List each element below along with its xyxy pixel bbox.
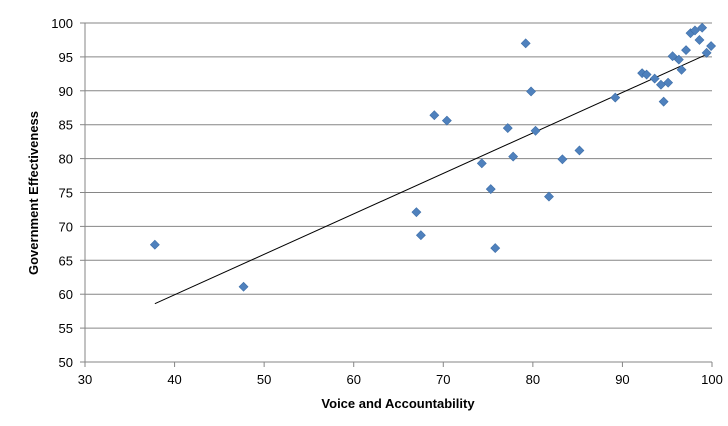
- data-point: [663, 77, 674, 88]
- data-point: [667, 51, 678, 62]
- y-tick-label: 70: [59, 219, 73, 234]
- data-point: [673, 54, 684, 65]
- data-point: [441, 115, 452, 126]
- data-point: [526, 86, 536, 97]
- data-point: [238, 281, 249, 292]
- data-point: [690, 25, 700, 36]
- data-point: [502, 123, 513, 134]
- y-tick-label: 50: [59, 355, 73, 370]
- data-point: [149, 239, 160, 250]
- x-axis-title: Voice and Accountability: [321, 396, 475, 411]
- data-point: [649, 73, 660, 84]
- x-tick-label: 70: [436, 372, 450, 387]
- data-point: [641, 69, 652, 80]
- gridlines: [85, 22, 712, 329]
- data-point: [656, 79, 666, 90]
- data-point: [490, 243, 501, 254]
- data-point: [706, 41, 717, 51]
- y-tick-label: 90: [59, 84, 73, 99]
- data-point: [681, 45, 691, 56]
- data-point: [697, 22, 708, 33]
- data-point: [676, 64, 687, 75]
- x-tick-label: 80: [526, 372, 540, 387]
- y-tick-label: 65: [59, 253, 73, 268]
- x-tick-label: 90: [615, 372, 629, 387]
- y-tick-label: 55: [59, 321, 73, 336]
- data-point: [574, 145, 585, 156]
- data-point: [530, 125, 541, 136]
- y-tick-label: 100: [51, 16, 73, 31]
- data-point: [415, 230, 426, 241]
- y-tick-label: 80: [59, 152, 73, 167]
- axes: [80, 22, 713, 367]
- data-point: [610, 92, 621, 103]
- x-tick-label: 50: [257, 372, 271, 387]
- data-points: [149, 22, 717, 292]
- trendline: [154, 52, 711, 305]
- y-tick-label: 60: [59, 287, 73, 302]
- tick-labels: 50 55 60 65 70 75 80 85 90 95 100 30 40 50 60 70 80 90 100: [51, 16, 723, 387]
- data-point: [485, 184, 496, 195]
- x-tick-label: 100: [701, 372, 723, 387]
- trendline-group: [154, 52, 711, 305]
- y-tick-label: 95: [59, 50, 73, 65]
- data-point: [476, 158, 487, 169]
- y-axis-title: Government Effectiveness: [26, 111, 41, 275]
- x-tick-label: 60: [346, 372, 360, 387]
- data-point: [701, 47, 712, 58]
- y-tick-label: 85: [59, 118, 73, 133]
- x-tick-label: 30: [78, 372, 92, 387]
- data-point: [544, 191, 554, 202]
- data-point: [658, 96, 669, 107]
- y-tick-label: 75: [59, 186, 73, 201]
- data-point: [429, 110, 440, 121]
- data-point: [557, 154, 568, 165]
- x-tick-label: 40: [167, 372, 181, 387]
- data-point: [508, 151, 519, 162]
- data-point: [520, 38, 531, 49]
- data-point: [411, 207, 422, 218]
- data-point: [694, 35, 705, 45]
